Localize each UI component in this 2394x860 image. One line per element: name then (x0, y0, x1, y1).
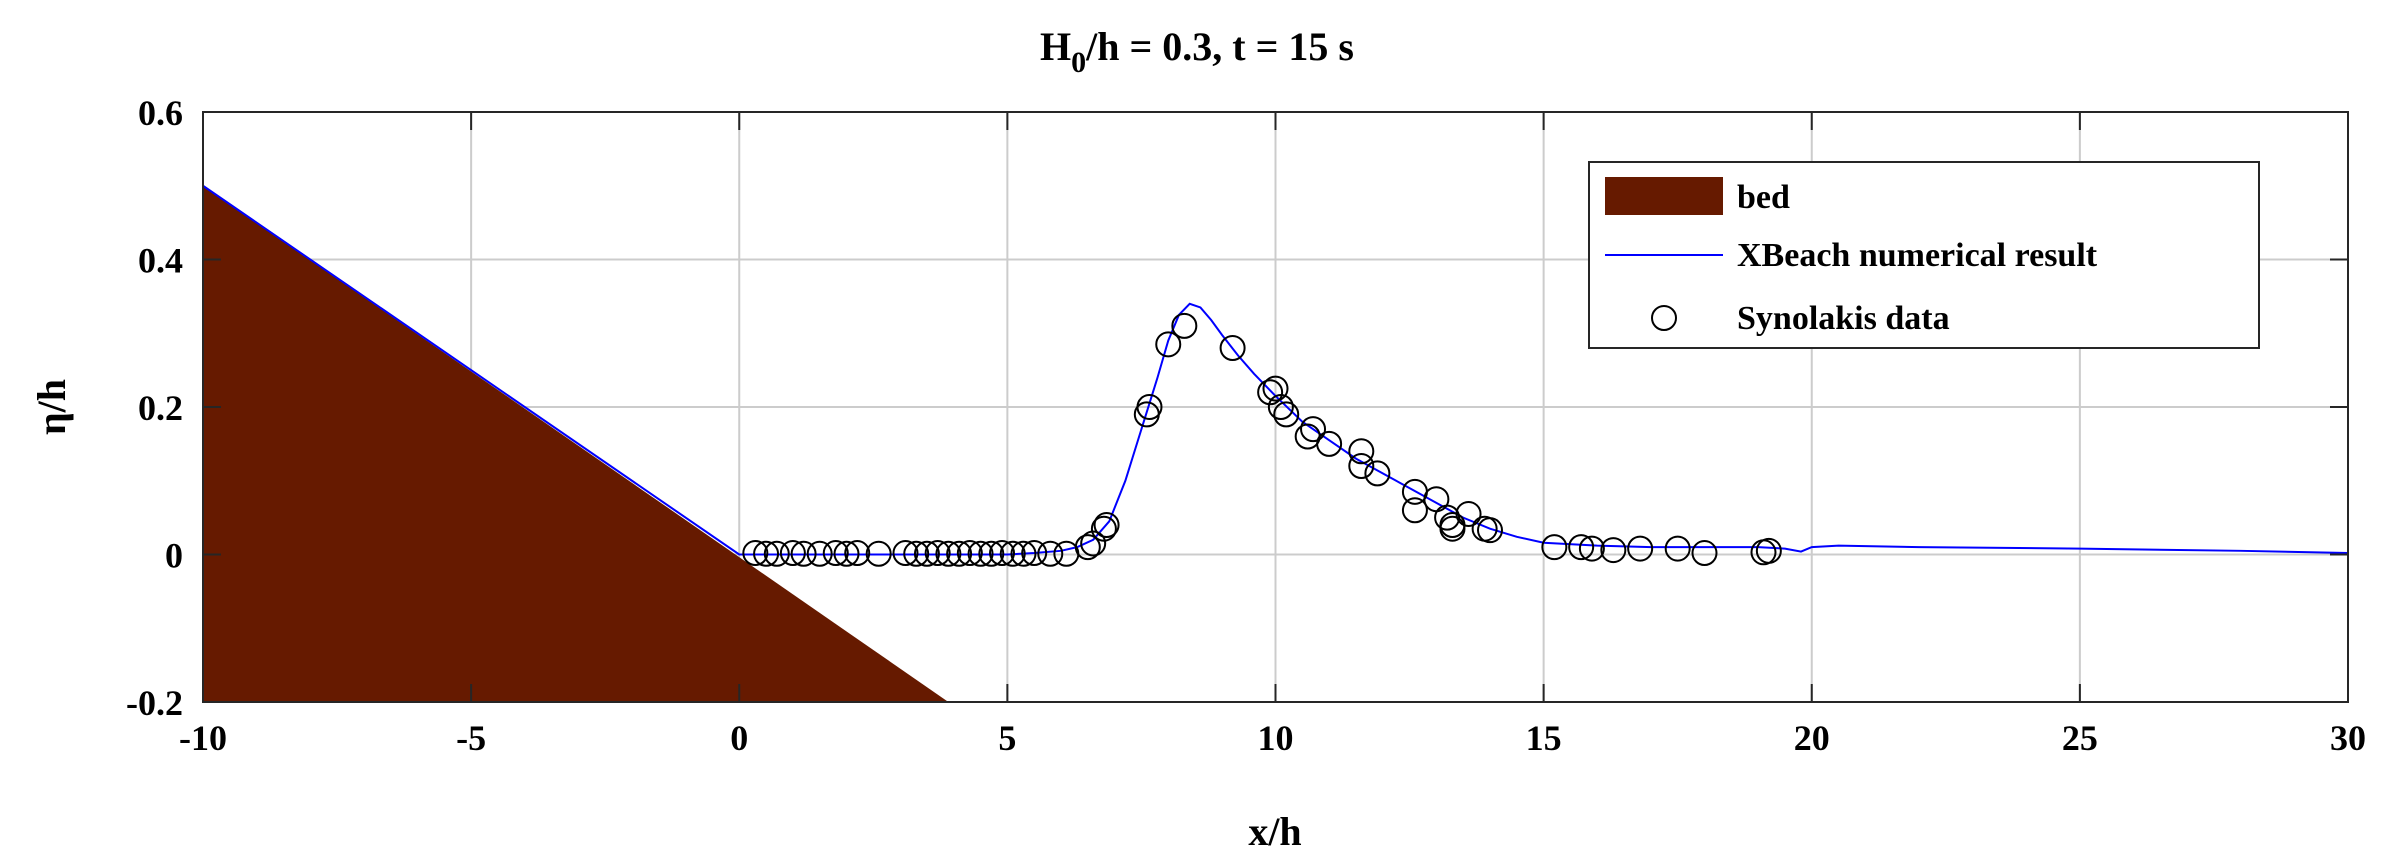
title-main: H (1040, 24, 1071, 69)
synolakis-point (1171, 312, 1198, 339)
synolakis-point (1219, 335, 1246, 361)
legend-bed-swatch (1605, 177, 1723, 215)
synolakis-point (822, 540, 849, 567)
x-tick-label: 0 (730, 718, 748, 758)
synolakis-point (1578, 535, 1605, 562)
synolakis-point (1455, 500, 1482, 527)
synolakis-point (1348, 438, 1375, 465)
synolakis-point (1477, 517, 1503, 544)
legend-synolakis-label: Synolakis data (1737, 300, 1950, 337)
synolakis-point (1021, 540, 1048, 567)
synolakis-point (967, 540, 994, 567)
y-axis-label: η/h (29, 379, 74, 435)
synolakis-point (865, 540, 892, 567)
x-tick-label: -5 (456, 718, 486, 758)
legend: bed XBeach numerical result Synolakis da… (1588, 161, 2260, 349)
synolakis-point (1136, 394, 1163, 420)
title-rest: /h = 0.3, t = 15 s (1085, 24, 1354, 69)
synolakis-point (779, 540, 806, 567)
x-tick-label: 30 (2330, 718, 2366, 758)
x-tick-label: 20 (1794, 718, 1830, 758)
synolakis-point (790, 540, 817, 567)
x-tick-labels: -10 -5 0 5 10 15 20 25 30 (179, 718, 2366, 758)
x-axis-label: x/h (1248, 809, 1301, 854)
synolakis-point (763, 540, 790, 567)
synolakis-point (989, 540, 1016, 567)
synolakis-point (1348, 453, 1375, 479)
synolakis-point (1155, 331, 1182, 358)
synolakis-point (935, 540, 962, 567)
x-tick-label: 15 (1526, 718, 1562, 758)
legend-synolakis-swatch (1651, 305, 1677, 331)
synolakis-point (1037, 540, 1064, 567)
synolakis-point (833, 540, 860, 567)
y-tick-labels: -0.2 0 0.2 0.4 0.6 (126, 93, 183, 723)
synolakis-point (753, 540, 780, 567)
synolakis-point (1627, 535, 1654, 562)
legend-bed-label: bed (1737, 179, 1790, 216)
x-tick-label: 10 (1258, 718, 1294, 758)
chart-title: H0/h = 0.3, t = 15 s (1040, 24, 1354, 79)
synolakis-point (1664, 535, 1691, 562)
synolakis-point (1074, 534, 1101, 561)
legend-xbeach-label: XBeach numerical result (1737, 237, 2098, 274)
synolakis-point (1568, 534, 1595, 561)
synolakis-point (1755, 537, 1782, 564)
synolakis-point (1316, 430, 1343, 457)
synolakis-point (956, 540, 983, 567)
synolakis-point (999, 540, 1026, 567)
synolakis-markers (742, 312, 1782, 567)
y-tick-label: -0.2 (126, 683, 183, 723)
synolakis-point (806, 540, 833, 567)
y-tick-label: 0 (165, 536, 183, 576)
synolakis-point (946, 540, 973, 567)
synolakis-point (1300, 416, 1327, 443)
y-tick-label: 0.4 (138, 241, 183, 281)
tick-marks (202, 111, 2349, 703)
synolakis-point (913, 540, 940, 567)
synolakis-point (1273, 401, 1300, 428)
synolakis-point (903, 540, 930, 567)
synolakis-point (1401, 497, 1428, 524)
y-tick-label: 0.2 (138, 388, 183, 428)
synolakis-point (742, 540, 769, 567)
synolakis-point (1010, 540, 1037, 567)
synolakis-point (1262, 375, 1289, 402)
synolakis-point (1093, 512, 1120, 538)
synolakis-point (1600, 537, 1627, 564)
synolakis-point (1090, 515, 1117, 542)
y-tick-label: 0.6 (138, 93, 183, 133)
synolakis-point (1267, 394, 1294, 420)
synolakis-point (924, 540, 951, 567)
x-tick-label: 25 (2062, 718, 2098, 758)
synolakis-point (1691, 540, 1718, 567)
synolakis-point (978, 540, 1005, 567)
synolakis-point (1364, 460, 1391, 487)
x-tick-label: -10 (179, 718, 227, 758)
synolakis-point (1541, 534, 1568, 561)
synolakis-point (892, 540, 919, 567)
x-tick-label: 5 (998, 718, 1016, 758)
synolakis-point (844, 540, 871, 567)
title-subscript: 0 (1071, 46, 1086, 79)
